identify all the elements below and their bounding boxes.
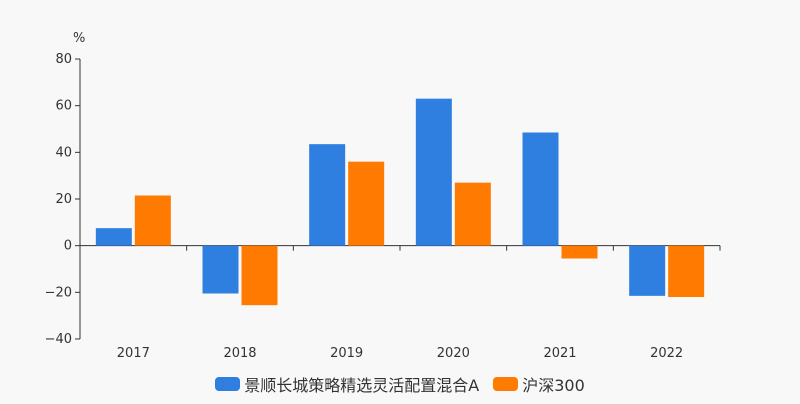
- bar-fund-2019[interactable]: [309, 144, 346, 246]
- bar-index-2019[interactable]: [348, 161, 385, 246]
- y-tick-label: 40: [55, 145, 72, 160]
- bar-fund-2020[interactable]: [415, 98, 452, 246]
- bar-fund-2018[interactable]: [202, 245, 239, 294]
- legend-label-index: 沪深300: [522, 376, 585, 395]
- y-unit-label: %: [73, 31, 85, 46]
- y-tick-label: −20: [45, 285, 72, 300]
- x-axis: 2017 2018 2019 2020 2021 2022: [79, 245, 721, 361]
- x-tick-label: 2020: [437, 346, 470, 361]
- x-tick-label: 2022: [650, 346, 683, 361]
- y-axis: −40 −20 0 20 40 60 80: [45, 52, 81, 347]
- legend-label-fund: 景顺长城策略精选灵活配置混合A: [244, 376, 480, 395]
- bars: [95, 98, 705, 306]
- bar-index-2017[interactable]: [134, 195, 171, 246]
- y-tick-label: 0: [64, 239, 72, 254]
- bar-fund-2022[interactable]: [629, 245, 666, 296]
- legend-swatch-fund: [215, 377, 241, 391]
- bar-index-2022[interactable]: [668, 245, 705, 297]
- bar-index-2020[interactable]: [454, 182, 491, 246]
- legend: 景顺长城策略精选灵活配置混合A 沪深300: [0, 372, 800, 396]
- y-tick-label: 20: [55, 192, 72, 207]
- y-tick-label: 60: [55, 99, 72, 114]
- y-tick-label: −40: [45, 332, 72, 347]
- y-tick-label: 80: [55, 52, 72, 67]
- bar-index-2018[interactable]: [241, 245, 278, 306]
- legend-item-index[interactable]: 沪深300: [493, 372, 585, 396]
- x-tick-label: 2017: [117, 346, 150, 361]
- bar-fund-2017[interactable]: [95, 228, 132, 246]
- x-tick-label: 2018: [223, 346, 256, 361]
- legend-item-fund[interactable]: 景顺长城策略精选灵活配置混合A: [215, 372, 479, 396]
- legend-swatch-index: [493, 377, 519, 391]
- x-tick-label: 2021: [543, 346, 576, 361]
- bar-fund-2021[interactable]: [522, 132, 559, 246]
- bar-index-2021[interactable]: [561, 245, 598, 259]
- x-tick-label: 2019: [330, 346, 363, 361]
